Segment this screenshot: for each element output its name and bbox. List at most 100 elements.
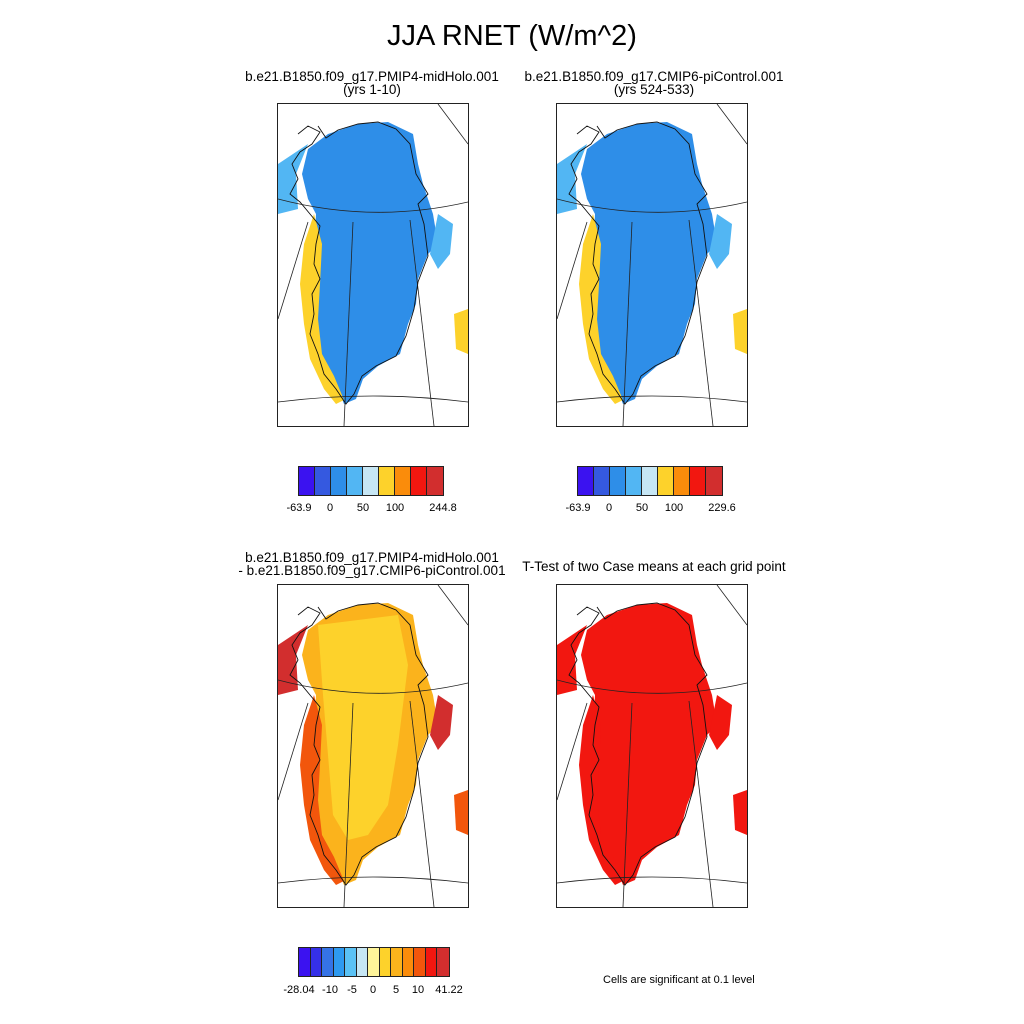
- colorbar-1-swatch-2: [315, 467, 331, 495]
- panel-3-title: b.e21.B1850.f09_g17.PMIP4-midHolo.001 - …: [222, 550, 522, 578]
- graticule-meridian-4: [716, 585, 747, 626]
- colorbar-3-label-max: 41.22: [435, 984, 463, 996]
- land-cells-west-margin: [579, 214, 623, 404]
- map-canvas-picontrol: [557, 104, 747, 426]
- colorbar-1-swatch-1: [299, 467, 315, 495]
- graticule-meridian-3: [409, 219, 435, 426]
- colorbar-2-swatch-9: [706, 467, 722, 495]
- colorbar-2-swatch-5: [642, 467, 658, 495]
- graticule-latitude-lower: [278, 876, 468, 884]
- coastline: [568, 121, 708, 405]
- panel-1-years: (yrs 1-10): [343, 82, 401, 97]
- land-cells-east-margin: [430, 214, 453, 269]
- colorbar-1-swatch-7: [395, 467, 411, 495]
- colorbar-1-swatch-8: [411, 467, 427, 495]
- land-cells-northwest: [557, 144, 587, 214]
- colorbar-2-label-min: -63.9: [565, 502, 591, 514]
- colorbar-3-label-min: -28.04: [283, 984, 315, 996]
- colorbar-3-swatch-13: [437, 948, 449, 976]
- colorbar-3-swatch-9: [391, 948, 403, 976]
- panel-2-case-name: b.e21.B1850.f09_g17.CMIP6-piControl.001: [524, 69, 784, 84]
- colorbar-2-swatch-4: [626, 467, 642, 495]
- land-cells-west-margin: [579, 695, 623, 885]
- graticule-meridian-4: [437, 585, 468, 626]
- colorbar-1-label-0: 0: [326, 502, 334, 514]
- panel-2-years: (yrs 524-533): [613, 82, 695, 97]
- land-cells-west-margin: [300, 695, 344, 885]
- graticule-latitude-upper: [278, 679, 468, 694]
- map-canvas-ttest: [557, 585, 747, 907]
- coastline: [568, 602, 708, 886]
- graticule-meridian-4: [716, 104, 747, 145]
- colorbar-3-swatch-10: [402, 948, 415, 976]
- colorbar-1-label-min: -63.9: [286, 502, 312, 514]
- colorbar-1-swatch-9: [427, 467, 443, 495]
- panel-3-case-a: b.e21.B1850.f09_g17.PMIP4-midHolo.001: [245, 550, 499, 565]
- colorbar-3-swatch-5: [345, 948, 357, 976]
- land-cells-east-margin: [430, 695, 453, 750]
- colorbar-3-swatch-8: [379, 948, 392, 976]
- colorbar-1-swatch-4: [347, 467, 363, 495]
- colorbar-2-label-50: 50: [635, 502, 649, 514]
- colorbar-1-label-50: 50: [356, 502, 370, 514]
- graticule-latitude-lower: [278, 395, 468, 403]
- graticule-meridian-3: [688, 219, 714, 426]
- colorbar-2-swatch-3: [610, 467, 626, 495]
- graticule-meridian-1: [557, 702, 588, 801]
- map-canvas-difference: [278, 585, 468, 907]
- colorbar-1-label-max: 244.8: [429, 502, 457, 514]
- land-cells-east-coast: [454, 790, 468, 835]
- graticule-latitude-upper: [278, 198, 468, 213]
- graticule-meridian-1: [278, 702, 309, 801]
- map-panel-midholo: [277, 103, 469, 427]
- colorbar-2-swatch-8: [690, 467, 706, 495]
- map-panel-picontrol: [556, 103, 748, 427]
- colorbar-3-label-0: 0: [369, 984, 377, 996]
- graticule-latitude-lower: [557, 876, 747, 884]
- colorbar-1-swatch-6: [379, 467, 395, 495]
- colorbar-3-swatch-3: [322, 948, 334, 976]
- land-cells-east-coast: [733, 309, 747, 354]
- colorbar-3-swatch-2: [310, 948, 323, 976]
- land-cells-northwest: [557, 625, 587, 695]
- colorbar-1-swatch-3: [331, 467, 347, 495]
- graticule-meridian-1: [557, 221, 588, 320]
- colorbar-2-label-max: 229.6: [708, 502, 736, 514]
- land-cells-northwest: [278, 625, 308, 695]
- colorbar-2-swatch-6: [658, 467, 674, 495]
- colorbar-3-swatch-11: [414, 948, 426, 976]
- graticule-meridian-2: [343, 221, 354, 426]
- colorbar-2-swatch-7: [674, 467, 690, 495]
- graticule-meridian-2: [622, 702, 633, 907]
- land-cells-west-margin: [300, 214, 344, 404]
- colorbar-2-swatch-1: [578, 467, 594, 495]
- panel-1-case-name: b.e21.B1850.f09_g17.PMIP4-midHolo.001: [245, 69, 499, 84]
- map-canvas-midholo: [278, 104, 468, 426]
- panel-4-ttest-label: T-Test of two Case means at each grid po…: [522, 559, 786, 574]
- map-panel-difference: [277, 584, 469, 908]
- land-cells-northwest: [278, 144, 308, 214]
- colorbar-2-label-0: 0: [605, 502, 613, 514]
- colorbar-3-label-10: 10: [411, 984, 425, 996]
- colorbar-3-swatch-4: [333, 948, 346, 976]
- map-panel-ttest: [556, 584, 748, 908]
- colorbar-1-label-100: 100: [385, 502, 405, 514]
- colorbar-difference: [298, 947, 450, 977]
- land-cells-interior: [302, 122, 438, 404]
- colorbar-3-swatch-7: [368, 948, 380, 976]
- land-cells-interior: [581, 122, 717, 404]
- colorbar-midholo: [298, 466, 444, 496]
- colorbar-2-swatch-2: [594, 467, 610, 495]
- land-cells-ice-sheet-core: [318, 615, 408, 840]
- colorbar-3-label-5: 5: [392, 984, 400, 996]
- land-cells-east-coast: [733, 790, 747, 835]
- colorbar-picontrol: [577, 466, 723, 496]
- coastline: [289, 121, 429, 405]
- colorbar-3-label-neg5: -5: [347, 984, 357, 996]
- graticule-meridian-3: [409, 700, 435, 907]
- significance-note: Cells are significant at 0.1 level: [603, 974, 755, 986]
- graticule-meridian-1: [278, 221, 309, 320]
- colorbar-2-label-100: 100: [664, 502, 684, 514]
- panel-1-title: b.e21.B1850.f09_g17.PMIP4-midHolo.001 (y…: [232, 69, 512, 97]
- panel-3-case-b: - b.e21.B1850.f09_g17.CMIP6-piControl.00…: [238, 563, 506, 578]
